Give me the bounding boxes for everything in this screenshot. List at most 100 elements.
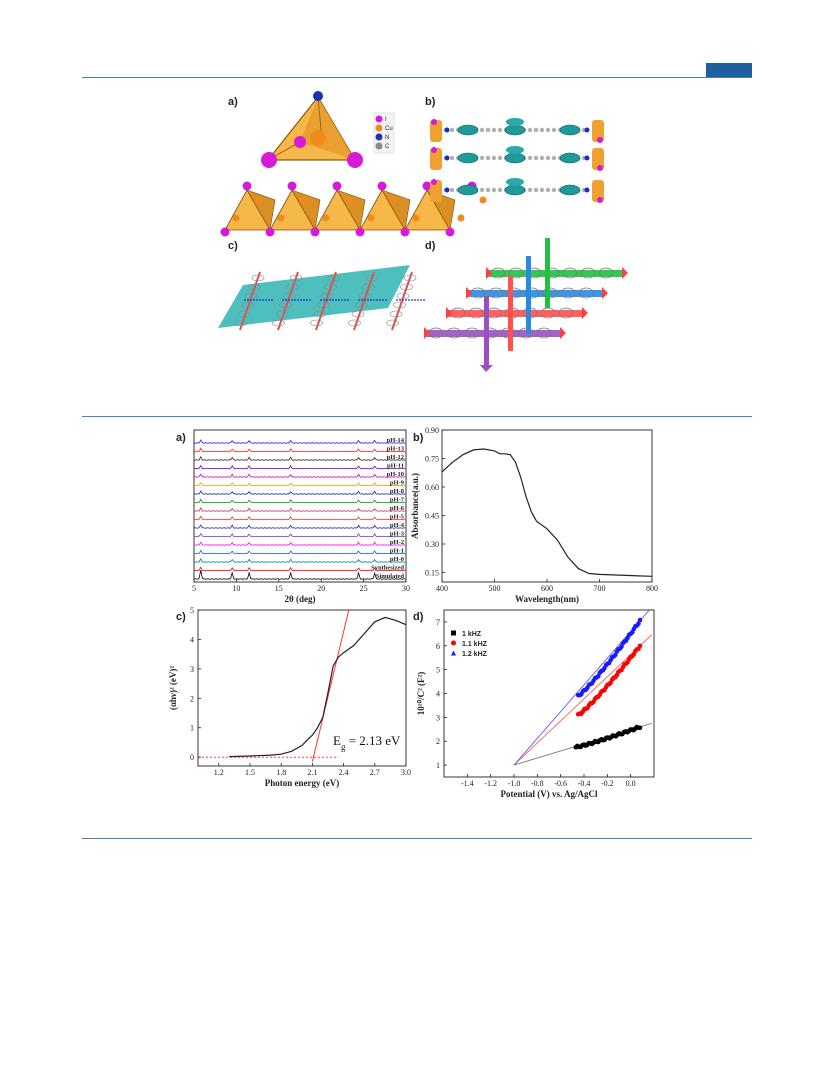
- y-tick-label: 0.45: [425, 512, 439, 521]
- iodine-atom: [265, 227, 275, 237]
- nitrogen-dot: [344, 299, 346, 301]
- channel-bar: [424, 330, 560, 337]
- ring-outline: [578, 287, 594, 299]
- arrow-head: [602, 287, 608, 299]
- copper-atom: [479, 196, 487, 204]
- nitrogen-atom: [444, 155, 450, 161]
- ring-outline: [244, 292, 258, 300]
- nitrogen-dot: [379, 299, 381, 301]
- ring-outline: [386, 319, 399, 327]
- xrd-series-line: [193, 447, 406, 453]
- ring-outline: [251, 274, 265, 282]
- ring-outline: [488, 287, 504, 299]
- carbon-atom: [485, 155, 491, 161]
- legend-marker: [451, 640, 456, 646]
- arrow-head: [480, 365, 493, 372]
- ring-outline: [234, 319, 247, 327]
- x-tick-label: 25: [360, 584, 368, 593]
- nitrogen-dot: [259, 299, 261, 301]
- y-tick-label: 3: [190, 665, 194, 674]
- uvvis-plot-frame: [441, 429, 653, 583]
- copper-atom: [389, 196, 397, 204]
- ring-outline: [272, 319, 285, 327]
- fig1-label-a: a): [228, 96, 238, 108]
- channel-bar: [486, 270, 622, 277]
- copper-atom: [457, 214, 465, 222]
- fig2-label-d: d): [413, 611, 424, 623]
- carbon-atom: [551, 127, 557, 133]
- absorbance-line: [441, 448, 653, 577]
- nitrogen-dot: [253, 299, 255, 301]
- ring-outline: [389, 310, 403, 318]
- xrd-series-line: [194, 481, 406, 487]
- ring-outline: [508, 267, 524, 279]
- ring-outline: [365, 274, 379, 282]
- nitrogen-dot: [396, 299, 398, 301]
- ring-outline: [327, 274, 341, 282]
- carbon-atom: [449, 187, 455, 193]
- x-tick-label: 2.7: [370, 768, 380, 777]
- packing-structure-icon: [430, 118, 604, 203]
- vertical-channel: [526, 256, 531, 334]
- data-point: [619, 644, 624, 649]
- nitrogen-atom: [584, 187, 590, 193]
- xrd-series-label: pH-5: [390, 514, 405, 521]
- y-tick-label: 0: [190, 753, 194, 762]
- x-tick-label: 5: [192, 584, 196, 593]
- xrd-series-line: [194, 455, 406, 461]
- vertical-channel: [484, 296, 489, 366]
- carbon-atom: [449, 127, 455, 133]
- y-tick-label: 1: [190, 724, 194, 733]
- nitrogen-dot: [326, 299, 328, 301]
- xrd-series-line: [193, 439, 406, 444]
- aromatic-ring: [457, 124, 479, 136]
- nitrogen-dot: [256, 299, 258, 301]
- xrd-series-line: [193, 524, 406, 529]
- xrd-series-label: pH-9: [390, 480, 405, 487]
- ring-outline: [524, 287, 540, 299]
- ring-outline: [248, 283, 261, 291]
- x-tick-label: 700: [594, 584, 606, 593]
- x-tick-label: -0.8: [531, 779, 544, 788]
- fig2-label-c: c): [176, 611, 186, 623]
- nitrogen-dot: [405, 299, 407, 301]
- y-tick-label: 7: [436, 618, 440, 627]
- carbon-atom: [527, 127, 533, 133]
- nitrogen-dot: [373, 299, 375, 301]
- iodine-atom: [242, 181, 252, 191]
- framework-channels-icon: [424, 238, 628, 372]
- copper-atom: [367, 214, 375, 222]
- y-tick-label: 3: [436, 713, 440, 722]
- legend-label: 1 kHZ: [462, 631, 482, 638]
- nitrogen-dot: [309, 299, 311, 301]
- ring-outline: [351, 310, 365, 318]
- x-tick-label: 30: [402, 584, 410, 593]
- figure-separator-bottom: [82, 838, 752, 839]
- iodine-atom: [287, 181, 297, 191]
- xrd-series-line: [193, 473, 406, 478]
- xrd-series-label: pH-7: [390, 497, 405, 504]
- xrd-series-line: [193, 566, 406, 572]
- iodine-atom: [597, 165, 603, 171]
- ring-outline: [464, 327, 480, 339]
- bandgap-subscript: g: [341, 742, 346, 752]
- copper-atom: [299, 196, 307, 204]
- aromatic-ring: [457, 184, 479, 196]
- copper-atom: [254, 196, 262, 204]
- nitrogen-dot: [423, 299, 425, 301]
- cui-chain-icon: [220, 181, 487, 237]
- ring-outline: [598, 267, 614, 279]
- ring-outline: [320, 292, 334, 300]
- cu-chain-end-right: [592, 180, 604, 202]
- carbon-atom: [485, 127, 491, 133]
- iodine-atom: [422, 181, 432, 191]
- nitrogen-dot: [268, 299, 270, 301]
- xrd-series-line: [193, 490, 406, 495]
- y-tick-label: 0.90: [425, 426, 439, 435]
- carbon-atom: [545, 187, 551, 193]
- x-tick-label: -0.4: [578, 779, 591, 788]
- carbon-atom: [449, 155, 455, 161]
- x-tick-label: 500: [489, 584, 501, 593]
- ring-outline: [468, 307, 484, 319]
- iodine-atom: [431, 119, 437, 125]
